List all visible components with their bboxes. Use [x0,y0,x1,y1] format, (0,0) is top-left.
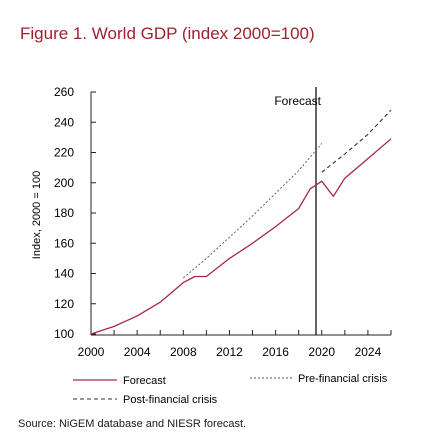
y-tick-label: 120 [54,297,74,311]
y-tick-label: 140 [54,267,74,281]
gdp-line-chart: 100 120 140 160 180 200 220 240 260 2000 2004 2008 2… [31,85,392,406]
legend-label-forecast: Forecast [123,375,166,387]
x-tick-label: 2008 [170,345,197,359]
x-tick-label: 2016 [262,345,289,359]
y-tick-label: 240 [54,115,74,129]
chart-tick-labels: 100 120 140 160 180 200 220 240 260 2000 2004 2008 2… [54,85,382,359]
chart-axes [90,91,392,336]
source-note: Source: NiGEM database and NIESR forecas… [18,418,247,430]
y-tick-label: 160 [54,236,74,250]
x-tick-label: 2004 [124,345,151,359]
legend-label-post-crisis: Post-financial crisis [123,394,218,406]
x-tick-label: 2012 [216,345,243,359]
x-tick-label: 2020 [308,345,335,359]
x-tick-label: 2000 [78,345,105,359]
figure-title: Figure 1. World GDP (index 2000=100) [20,24,315,43]
series-forecast-line [90,138,392,335]
y-tick-label: 180 [54,206,74,220]
y-tick-label: 100 [54,327,74,341]
series-post-crisis-trend [321,109,392,173]
series-pre-crisis-trend [183,143,323,279]
chart-series [90,87,392,335]
y-tick-label: 260 [54,85,74,99]
x-tick-label: 2024 [355,345,382,359]
y-axis-label: Index, 2000 = 100 [31,171,43,259]
legend-label-pre-crisis: Pre-financial crisis [298,373,388,385]
forecast-annotation: Forecast [274,94,321,108]
y-tick-label: 220 [54,146,74,160]
chart-legend: Forecast Pre-financial crisis Post-finan… [73,373,388,406]
y-tick-label: 200 [54,176,74,190]
